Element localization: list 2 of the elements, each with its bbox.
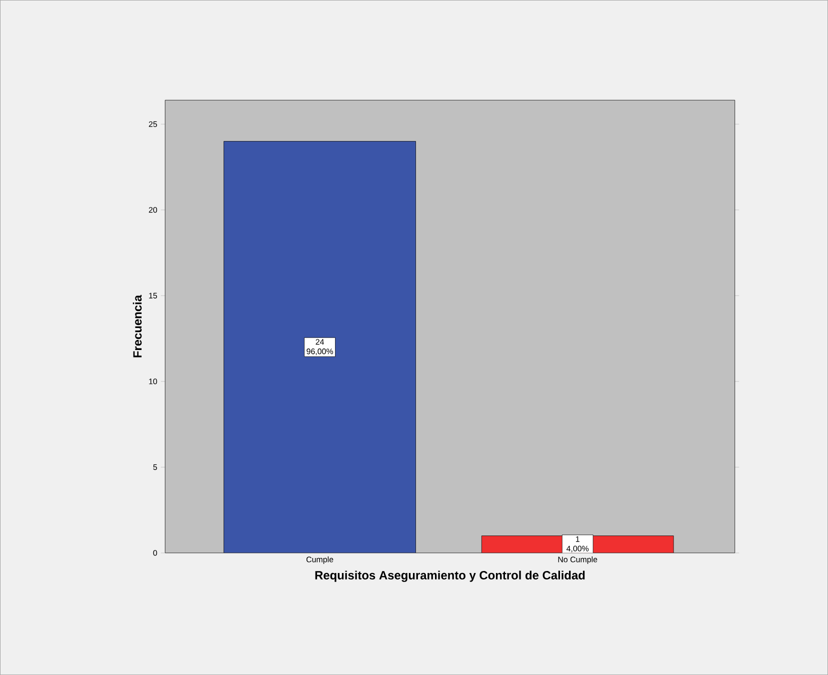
y-axis-title: Frecuencia bbox=[132, 294, 142, 358]
x-axis-title: Requisitos Aseguramiento y Control de Calidad bbox=[315, 570, 585, 582]
